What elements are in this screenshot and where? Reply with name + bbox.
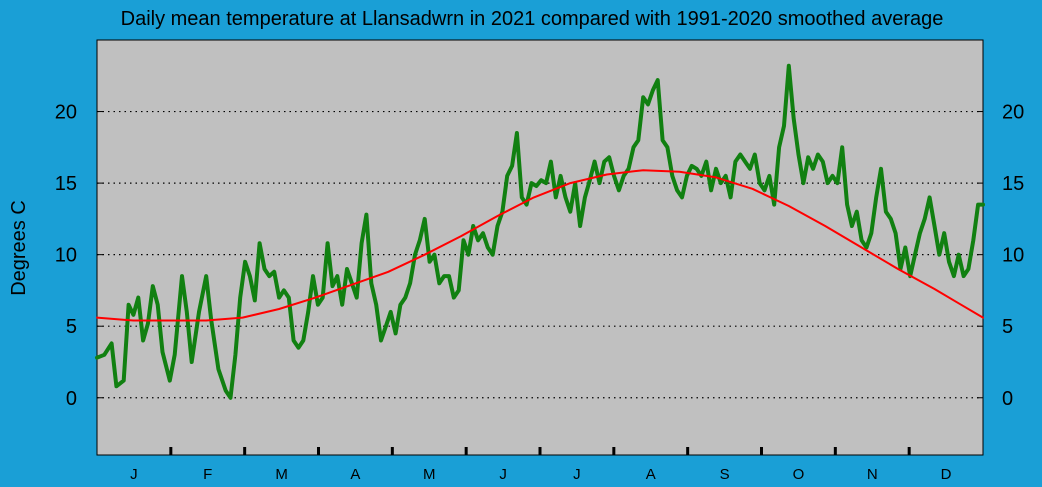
series-line-smoothed-average (96, 169, 984, 322)
x-tick-label: J (573, 466, 581, 483)
x-tick-label: J (499, 466, 507, 483)
y-tick-label-left: 10 (55, 245, 77, 267)
y-axis-left-ticks: 0 5 10 15 20 (55, 102, 103, 410)
x-tick-label: F (203, 466, 212, 483)
x-tick-label: D (941, 466, 952, 483)
y-axis-right-ticks: 0 5 10 15 20 (977, 102, 1024, 410)
chart-title: Daily mean temperature at Llansadwrn in … (121, 8, 944, 30)
y-axis-label: Degrees C (8, 200, 30, 296)
x-tick-label: S (720, 466, 730, 483)
y-tick-label-left: 0 (66, 388, 77, 410)
y-tick-label-left: 15 (55, 173, 77, 195)
series-line-daily-mean (95, 63, 985, 400)
series-group (95, 63, 985, 400)
x-tick-label: M (423, 466, 436, 483)
x-tick-label: J (130, 466, 138, 483)
y-tick-label-right: 0 (1002, 388, 1013, 410)
y-tick-label-right: 15 (1002, 173, 1024, 195)
y-tick-label-right: 20 (1002, 102, 1024, 124)
plot-area (96, 39, 984, 456)
y-tick-label-right: 10 (1002, 245, 1024, 267)
x-tick-label: M (275, 466, 288, 483)
x-tick-label: A (646, 466, 656, 483)
x-tick-label: N (867, 466, 878, 483)
y-tick-label-left: 20 (55, 102, 77, 124)
y-tick-label-left: 5 (66, 316, 77, 338)
y-tick-label-right: 5 (1002, 316, 1013, 338)
x-tick-label: A (350, 466, 360, 483)
x-tick-label: O (793, 466, 805, 483)
